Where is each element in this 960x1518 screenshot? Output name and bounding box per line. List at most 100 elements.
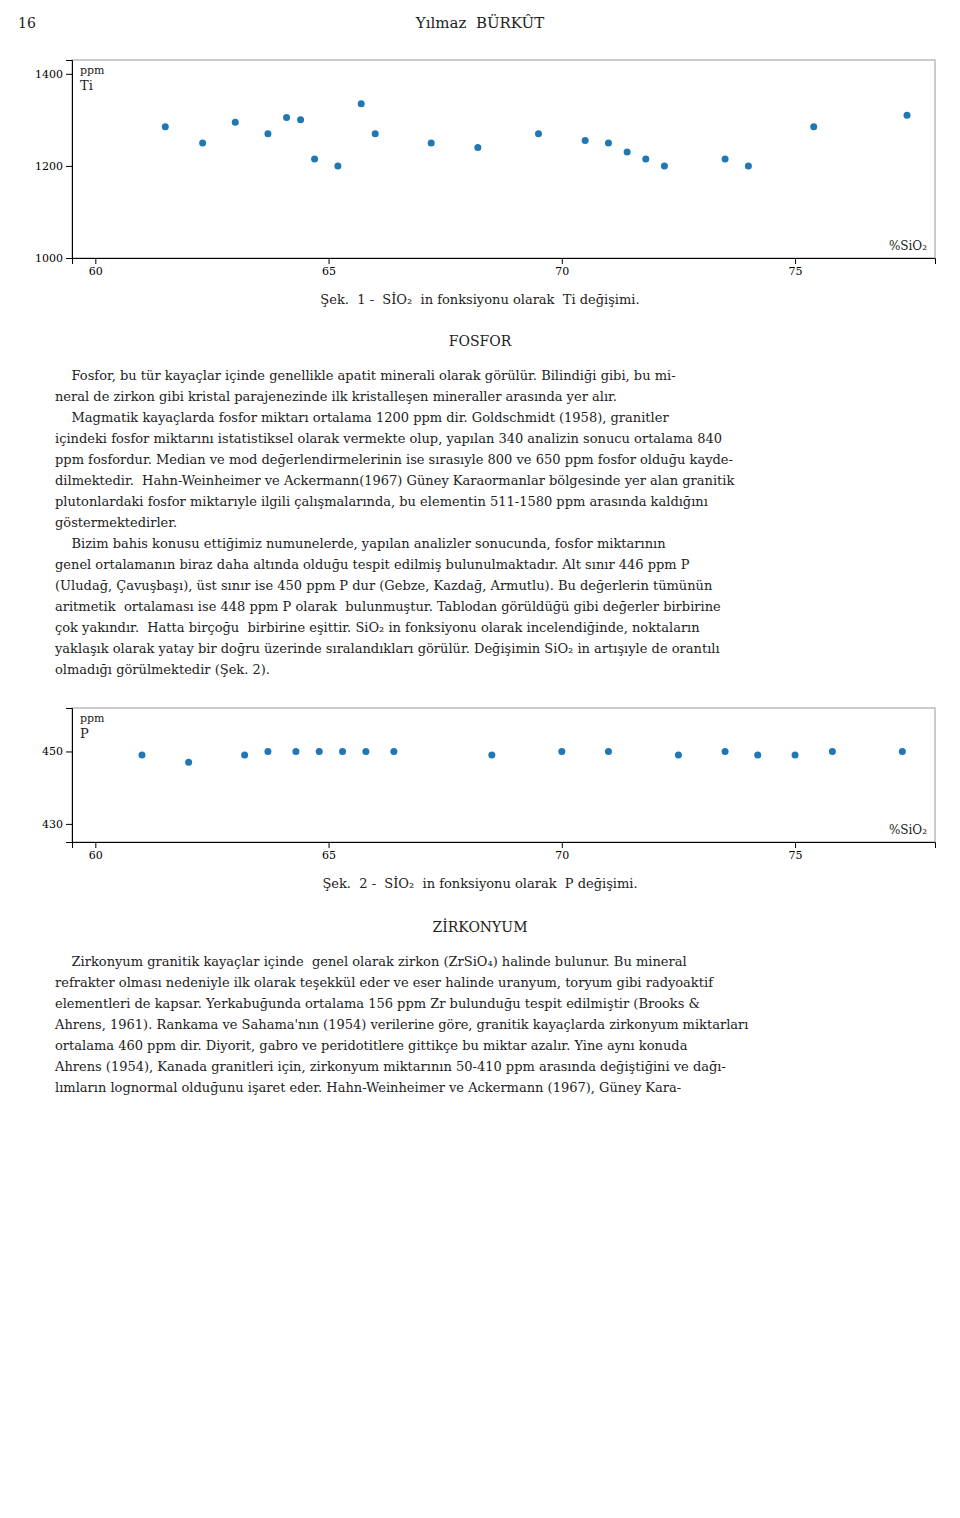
tick-label: 65: [322, 849, 336, 862]
point: [582, 137, 589, 144]
tick-mark: [329, 258, 330, 264]
point: [792, 752, 799, 759]
chart: 60657075100012001400ppmTi%SiO₂: [35, 60, 936, 278]
point: [362, 748, 369, 755]
tick: 70: [555, 258, 569, 278]
point: [339, 748, 346, 755]
tick-label: 1200: [35, 160, 63, 173]
body-line: aritmetik ortalaması ise 448 ppm P olara…: [55, 599, 721, 614]
point: [488, 752, 495, 759]
section-body: Fosfor, bu tür kayaçlar içinde genellikl…: [54, 368, 734, 677]
point: [474, 144, 481, 151]
body-line: olmadığı görülmektedir (Şek. 2).: [55, 662, 270, 677]
chart-title: Şek. 2 - SİO₂ in fonksiyonu olarak P değ…: [322, 875, 637, 891]
point: [138, 752, 145, 759]
body-line: Ahrens, 1961). Rankama ve Sahama'nın (19…: [54, 1017, 748, 1032]
axis-line: [66, 709, 73, 843]
x-axis: 60657075: [73, 842, 936, 862]
body-line: Bizim bahis konusu ettiğimiz numunelerde…: [55, 536, 666, 551]
body-line: Magmatik kayaçlarda fosfor miktarı ortal…: [55, 410, 669, 425]
point: [358, 100, 365, 107]
point: [829, 748, 836, 755]
point: [428, 139, 435, 146]
tick-mark: [66, 258, 72, 259]
point: [899, 748, 906, 755]
point: [162, 123, 169, 130]
tick-mark: [329, 842, 330, 848]
point: [675, 752, 682, 759]
body-line: refrakter olması nedeniyle ilk olarak te…: [55, 975, 714, 990]
body-line: Ahrens (1954), Kanada granitleri için, z…: [54, 1059, 726, 1074]
tick: 60: [89, 842, 103, 862]
point: [661, 162, 668, 169]
point: [311, 156, 318, 163]
tick: 1400: [35, 68, 72, 81]
section-title: FOSFOR: [449, 333, 512, 349]
tick: 450: [42, 745, 72, 758]
section: FOSFOR Fosfor, bu tür kayaçlar içinde ge…: [54, 333, 734, 677]
tick-label: 60: [89, 265, 103, 278]
body-line: neral de zirkon gibi kristal parajenezin…: [55, 389, 617, 404]
point: [241, 752, 248, 759]
tick: 65: [322, 258, 336, 278]
y-axis-label: ppm: [80, 64, 105, 77]
tick-mark: [66, 74, 72, 75]
point: [316, 748, 323, 755]
point: [283, 114, 290, 121]
point: [722, 156, 729, 163]
tick-mark: [66, 824, 72, 825]
axis-line: [66, 61, 73, 259]
point: [642, 156, 649, 163]
tick: 1000: [35, 252, 72, 265]
tick: 65: [322, 842, 336, 862]
y-axis: 1000 1200 1400: [35, 61, 73, 266]
tick-label: 70: [555, 265, 569, 278]
section-body: Zirkonyum granitik kayaçlar içinde genel…: [54, 954, 748, 1095]
body-line: göstermektedirler.: [55, 515, 177, 530]
axis-line: [73, 843, 936, 849]
body-line: ppm fosfordur. Median ve mod değerlendir…: [55, 452, 733, 467]
point: [810, 123, 817, 130]
body-line: lımların lognormal olduğunu işaret eder.…: [55, 1080, 681, 1095]
x-axis-label: %SiO₂: [889, 823, 927, 837]
point: [558, 748, 565, 755]
y-axis-label: ppm: [80, 712, 105, 725]
point: [334, 162, 341, 169]
tick-mark: [66, 751, 72, 752]
point: [745, 162, 752, 169]
tick-label: 430: [42, 818, 63, 831]
plot-frame: [72, 708, 935, 842]
body-line: yaklaşık olarak yatay bir doğru üzerinde…: [54, 641, 720, 656]
point: [185, 759, 192, 766]
section: ZİRKONYUM Zirkonyum granitik kayaçlar iç…: [54, 918, 748, 1095]
y-axis-label: P: [80, 726, 89, 741]
point: [297, 116, 304, 123]
body-line: (Uludağ, Çavuşbaşı), üst sınır ise 450 p…: [55, 578, 713, 593]
tick-label: 60: [89, 849, 103, 862]
section-title: ZİRKONYUM: [433, 918, 528, 935]
page-canvas: 16Yılmaz BÜRKÛT60657075100012001400ppmTi…: [0, 0, 960, 1518]
body-line: dilmektedir. Hahn-Weinheimer ve Ackerman…: [55, 473, 734, 488]
point: [372, 130, 379, 137]
point: [754, 752, 761, 759]
point: [605, 748, 612, 755]
tick: 60: [89, 258, 103, 278]
page-number: 16: [18, 15, 36, 31]
tick-mark: [562, 258, 563, 264]
point: [264, 130, 271, 137]
body-line: ortalama 460 ppm dir. Diyorit, gabro ve …: [55, 1038, 688, 1053]
point: [292, 748, 299, 755]
body-line: Zirkonyum granitik kayaçlar içinde genel…: [55, 954, 687, 969]
x-axis-label: %SiO₂: [889, 239, 927, 253]
point: [232, 119, 239, 126]
tick: 75: [789, 842, 803, 862]
tick: 75: [789, 258, 803, 278]
tick-mark: [795, 258, 796, 264]
tick-label: 65: [322, 265, 336, 278]
axis-line: [73, 259, 936, 265]
tick-mark: [795, 842, 796, 848]
point: [535, 130, 542, 137]
tick-label: 75: [789, 265, 803, 278]
chart: 60657075430450ppmP%SiO₂: [42, 708, 936, 862]
page-header: Yılmaz BÜRKÛT: [415, 14, 544, 32]
